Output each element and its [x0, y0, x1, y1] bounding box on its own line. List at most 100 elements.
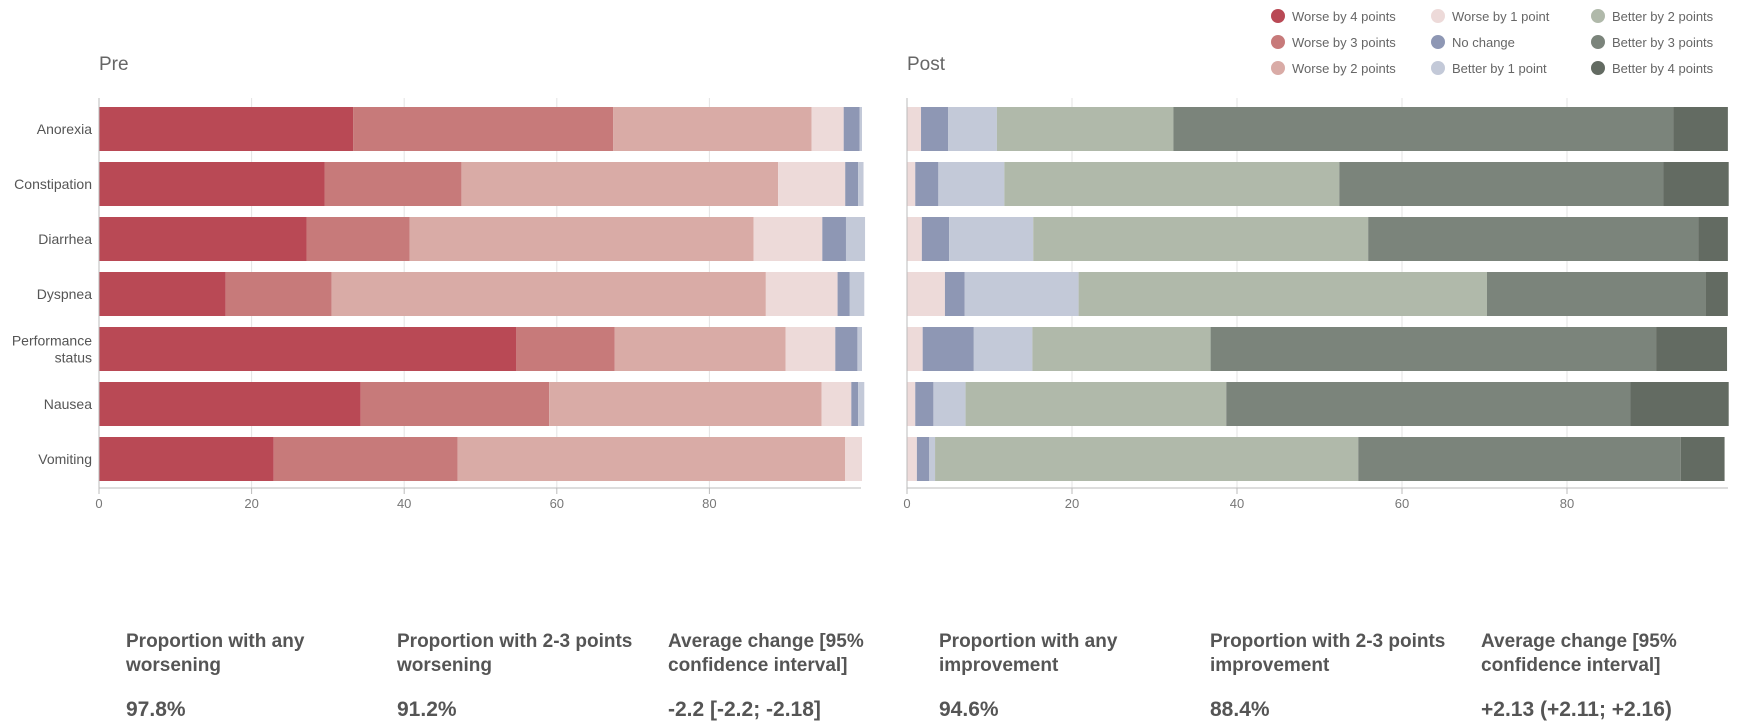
bar-segment — [1173, 107, 1674, 151]
legend-swatch — [1431, 9, 1445, 23]
bar-segment — [907, 107, 922, 151]
bar-segment — [938, 162, 1005, 206]
stat-label: Proportion with any worsening — [126, 631, 305, 676]
legend-label: Worse by 1 point — [1452, 9, 1550, 24]
bar-segment — [907, 382, 916, 426]
bar-segment — [921, 217, 950, 261]
bar-segment — [822, 217, 846, 261]
stat-value: -2.2 [-2.2; -2.18] — [668, 698, 821, 721]
bar-segment — [1630, 382, 1729, 426]
bar-segment — [837, 272, 850, 316]
bar-segment — [935, 437, 1359, 481]
bar-segment — [859, 107, 862, 151]
bar-segment — [99, 272, 226, 316]
stat-label: Proportion with 2-3 points worsening — [397, 631, 633, 676]
panel-title-post: Post — [907, 54, 946, 75]
bar-segment — [929, 437, 936, 481]
bar-segment — [907, 327, 923, 371]
legend-label: Better by 1 point — [1452, 61, 1547, 76]
bar-segment — [1226, 382, 1631, 426]
x-tick-label: 0 — [903, 496, 910, 511]
bar-segment — [549, 382, 822, 426]
legend-swatch — [1591, 61, 1605, 75]
category-label: Constipation — [14, 176, 92, 192]
legend-swatch — [1271, 35, 1285, 49]
x-tick-label: 40 — [397, 496, 411, 511]
bar-segment — [849, 272, 865, 316]
bar-segment — [1033, 217, 1369, 261]
bar-segment — [1486, 272, 1706, 316]
x-tick-label: 80 — [702, 496, 716, 511]
bar-segment — [915, 162, 939, 206]
stat-value: 88.4% — [1210, 698, 1270, 721]
bar-segment — [858, 382, 865, 426]
bar-segment — [845, 437, 862, 481]
bar-segment — [409, 217, 754, 261]
bar-segment — [1032, 327, 1211, 371]
stat-post-2-3-improvement: Proportion with 2-3 points improvement 8… — [1210, 630, 1460, 721]
bar-segment — [996, 107, 1174, 151]
legend-label: No change — [1452, 35, 1515, 50]
bar-segment — [457, 437, 846, 481]
x-tick-label: 60 — [550, 496, 564, 511]
stat-pre-2-3-worsening: Proportion with 2-3 points worsening 91.… — [397, 630, 647, 721]
legend-label: Better by 4 points — [1612, 61, 1714, 76]
bar-segment — [916, 437, 930, 481]
legend-label: Better by 2 points — [1612, 9, 1714, 24]
bar-segment — [907, 437, 917, 481]
bar-segment — [1698, 217, 1728, 261]
legend-swatch — [1271, 9, 1285, 23]
bar-segment — [845, 162, 859, 206]
category-label: Dyspnea — [37, 286, 92, 302]
stat-label: Proportion with any improvement — [939, 631, 1118, 676]
legend-swatch — [1431, 61, 1445, 75]
bar-segment — [461, 162, 779, 206]
x-tick-label: 20 — [244, 496, 258, 511]
stat-value: 91.2% — [397, 698, 457, 721]
bar-segment — [965, 382, 1227, 426]
legend-swatch — [1591, 9, 1605, 23]
chart: Pre 0 20 40 60 80 Post 0 20 40 60 80 Anorexia Constip… — [12, 9, 1729, 511]
bar-segment — [360, 382, 550, 426]
bar-segment — [1705, 272, 1728, 316]
bar-segment — [1663, 162, 1729, 206]
bar-segment — [1368, 217, 1699, 261]
x-tick-label: 40 — [1230, 496, 1244, 511]
summary-stats: Proportion with any worsening 97.8% Prop… — [0, 630, 1744, 726]
bar-segment — [225, 272, 332, 316]
stat-post-any-improvement: Proportion with any improvement 94.6% — [939, 630, 1189, 721]
bar-segment — [1210, 327, 1657, 371]
bar-segment — [614, 327, 786, 371]
bar-segment — [835, 327, 858, 371]
stat-label: Proportion with 2-3 points improvement — [1210, 631, 1446, 676]
bar-segment — [516, 327, 615, 371]
bar-segment — [821, 382, 852, 426]
bar-segment — [99, 382, 361, 426]
stat-value: 94.6% — [939, 698, 999, 721]
category-label: Anorexia — [37, 121, 92, 137]
legend-label: Worse by 2 points — [1292, 61, 1396, 76]
bar-segment — [845, 217, 866, 261]
bar-segment — [949, 217, 1034, 261]
bar-segment — [811, 107, 844, 151]
bar-segment — [331, 272, 766, 316]
bar-segment — [1004, 162, 1340, 206]
bar-segment — [613, 107, 812, 151]
bar-segment — [1078, 272, 1487, 316]
bar-segment — [1358, 437, 1681, 481]
bar-segment — [324, 162, 462, 206]
legend-label: Worse by 3 points — [1292, 35, 1396, 50]
bar-segment — [273, 437, 458, 481]
bar-segment — [857, 327, 862, 371]
x-tick-label: 60 — [1395, 496, 1409, 511]
bar-segment — [99, 107, 354, 151]
bar-segment — [99, 162, 325, 206]
bar-segment — [99, 437, 274, 481]
bar-segment — [99, 327, 517, 371]
bar-segment — [353, 107, 614, 151]
bar-segment — [851, 382, 859, 426]
x-tick-label: 0 — [95, 496, 102, 511]
bar-segment — [306, 217, 410, 261]
category-label: Nausea — [44, 396, 92, 412]
stat-label: Average change [95% confidence interval] — [668, 631, 864, 676]
